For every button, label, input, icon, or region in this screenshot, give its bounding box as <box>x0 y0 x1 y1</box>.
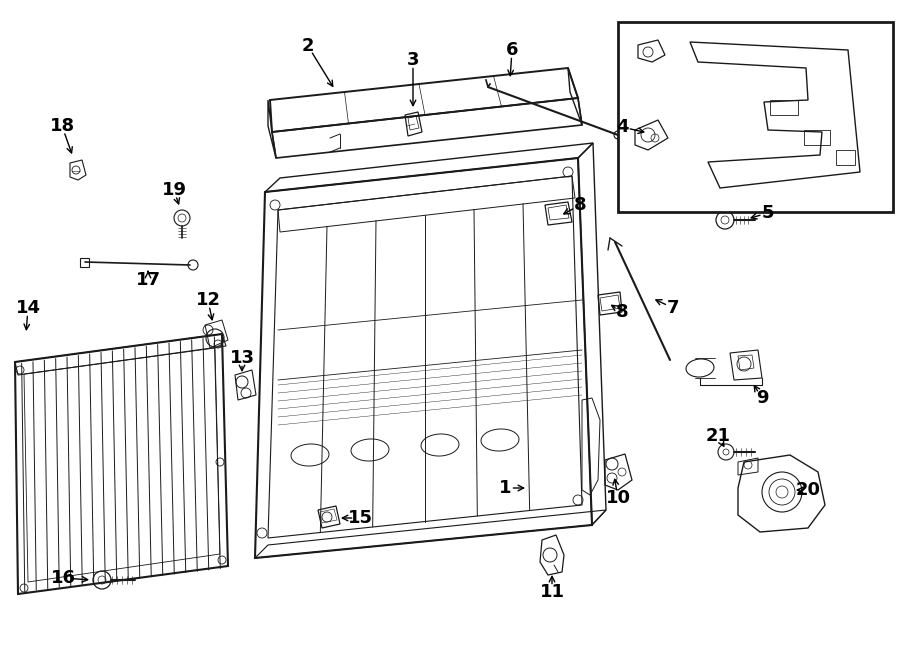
Text: 5: 5 <box>761 204 774 222</box>
Text: 21: 21 <box>706 427 731 445</box>
Text: 10: 10 <box>606 489 631 507</box>
Text: 4: 4 <box>616 118 628 136</box>
Text: 17: 17 <box>136 271 160 289</box>
Text: 16: 16 <box>50 569 76 587</box>
Text: 19: 19 <box>161 181 186 199</box>
Text: 7: 7 <box>667 299 680 317</box>
Text: 8: 8 <box>573 196 586 214</box>
Text: 15: 15 <box>347 509 373 527</box>
Text: 6: 6 <box>506 41 518 59</box>
Text: 20: 20 <box>796 481 821 499</box>
Text: 1: 1 <box>499 479 511 497</box>
Text: 9: 9 <box>756 389 769 407</box>
Text: 13: 13 <box>230 349 255 367</box>
Text: 12: 12 <box>195 291 220 309</box>
Text: 2: 2 <box>302 37 314 55</box>
Text: 18: 18 <box>50 117 75 135</box>
Text: 8: 8 <box>616 303 628 321</box>
Text: 3: 3 <box>407 51 419 69</box>
Bar <box>618 22 893 212</box>
Text: 11: 11 <box>539 583 564 601</box>
Text: 14: 14 <box>15 299 40 317</box>
